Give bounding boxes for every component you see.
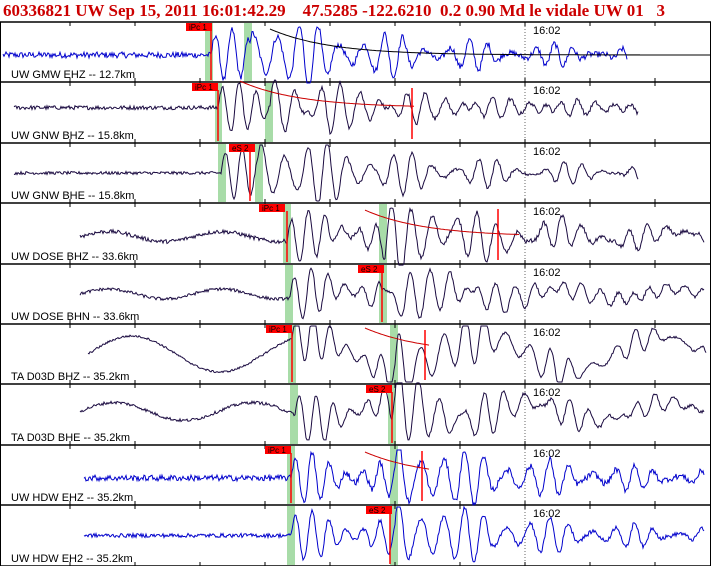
minute-label: 16:02 xyxy=(533,85,561,97)
coda-curve xyxy=(364,209,520,235)
pick-window xyxy=(285,265,293,323)
pick-label-box[interactable] xyxy=(192,83,218,91)
event-source: UW 01 xyxy=(593,1,644,20)
trace-panel[interactable]: 16:02 eS 2 UW GNW BHE -- 15.8km xyxy=(11,143,656,203)
trace-panel[interactable]: 16:02 eS 2 UW HDW EH2 -- 35.2km xyxy=(11,505,705,566)
event-magnitude: 0.90 Md xyxy=(465,1,526,20)
coda-curve xyxy=(239,80,415,107)
pick-window xyxy=(390,506,398,565)
waveform xyxy=(13,79,639,135)
trace-label: UW GMW EHZ -- 12.7km xyxy=(11,69,135,81)
waveform xyxy=(79,206,705,266)
waveform xyxy=(2,26,628,84)
waveform xyxy=(83,505,705,563)
event-lat: 47.5285 xyxy=(302,1,358,20)
pick-window xyxy=(390,325,398,383)
event-network: UW xyxy=(75,1,105,20)
pick-label-box[interactable] xyxy=(366,506,392,514)
trace-label: UW HDW EH2 -- 35.2km xyxy=(11,553,133,565)
event-location: le vidale xyxy=(529,1,590,20)
event-id: 60336821 xyxy=(3,1,71,20)
coda-curve xyxy=(364,327,430,346)
pick-label[interactable]: eS 2 xyxy=(361,265,378,274)
pick-label-box[interactable] xyxy=(266,325,292,333)
minute-label: 16:02 xyxy=(533,25,561,37)
pick-label-box[interactable] xyxy=(229,144,255,152)
trace-label: UW DOSE BHZ -- 33.6km xyxy=(11,251,138,263)
trace-label: TA D03D BHZ -- 35.2km xyxy=(11,371,129,383)
pick-window xyxy=(390,446,398,504)
trace-panel[interactable]: 16:02 iPc 1 TA D03D BHZ -- 35.2km xyxy=(11,324,707,384)
trace-label: TA D03D BHE -- 35.2km xyxy=(11,432,130,444)
coda-curve xyxy=(364,451,430,470)
pick-window xyxy=(379,204,387,263)
minute-label: 16:02 xyxy=(533,267,561,279)
pick-label[interactable]: iPc 1 xyxy=(262,204,280,213)
minute-label: 16:02 xyxy=(533,508,561,520)
trace-panel[interactable]: 16:02 eS 2 UW DOSE BHN -- 33.6km xyxy=(11,264,705,324)
pick-label-box[interactable] xyxy=(265,446,291,454)
pick-label[interactable]: iPc 1 xyxy=(189,23,207,32)
trace-panel[interactable]: 16:02 iPc 1 UW GNW BHZ -- 15.8km xyxy=(11,79,656,143)
minute-label: 16:02 xyxy=(533,146,561,158)
pick-label-box[interactable] xyxy=(366,385,392,393)
waveform xyxy=(13,144,639,202)
pick-label[interactable]: eS 2 xyxy=(369,506,386,515)
trace-panel[interactable]: 16:02 iPc 1 UW HDW EHZ -- 35.2km xyxy=(11,445,705,506)
pick-window xyxy=(244,23,252,81)
pick-label[interactable]: iPc 1 xyxy=(268,446,286,455)
trace-panel[interactable]: 16:02 iPc 1 UW GMW EHZ -- 12.7km xyxy=(2,22,711,84)
minute-label: 16:02 xyxy=(533,206,561,218)
event-depth: 0.2 xyxy=(440,1,462,20)
event-header: 60336821 UW Sep 15, 2011 16:01:42.29 47.… xyxy=(0,0,711,22)
pick-label[interactable]: eS 2 xyxy=(369,385,386,394)
pick-window xyxy=(255,144,263,202)
event-date: Sep 15, 2011 xyxy=(108,1,198,20)
pick-label[interactable]: eS 2 xyxy=(232,144,249,153)
trace-label: UW GNW BHE -- 15.8km xyxy=(11,190,134,202)
pick-label[interactable]: iPc 1 xyxy=(195,83,213,92)
waveform xyxy=(87,325,707,383)
pick-window xyxy=(287,506,295,565)
trace-label: UW HDW EHZ -- 35.2km xyxy=(11,492,133,504)
event-time: 16:01:42.29 xyxy=(202,1,286,20)
minute-label: 16:02 xyxy=(533,448,561,460)
pick-label[interactable]: iPc 1 xyxy=(269,325,287,334)
trace-label: UW DOSE BHN -- 33.6km xyxy=(11,311,139,323)
pick-label-box[interactable] xyxy=(259,204,285,212)
event-lon: -122.6210 xyxy=(362,1,432,20)
pick-window xyxy=(379,265,387,323)
pick-label-box[interactable] xyxy=(186,23,212,31)
trace-panel[interactable]: 16:02 eS 2 TA D03D BHE -- 35.2km xyxy=(11,382,705,445)
trace-label: UW GNW BHZ -- 15.8km xyxy=(11,130,134,142)
pick-window xyxy=(265,83,273,142)
minute-label: 16:02 xyxy=(533,387,561,399)
trace-panel[interactable]: 16:02 iPc 1 UW DOSE BHZ -- 33.6km xyxy=(11,203,705,266)
waveform xyxy=(83,449,705,506)
minute-label: 16:02 xyxy=(533,327,561,339)
event-extra: 3 xyxy=(656,1,665,20)
pick-window xyxy=(218,144,226,202)
pick-label-box[interactable] xyxy=(358,265,384,273)
waveform xyxy=(79,267,705,320)
coda-curve xyxy=(269,28,640,56)
